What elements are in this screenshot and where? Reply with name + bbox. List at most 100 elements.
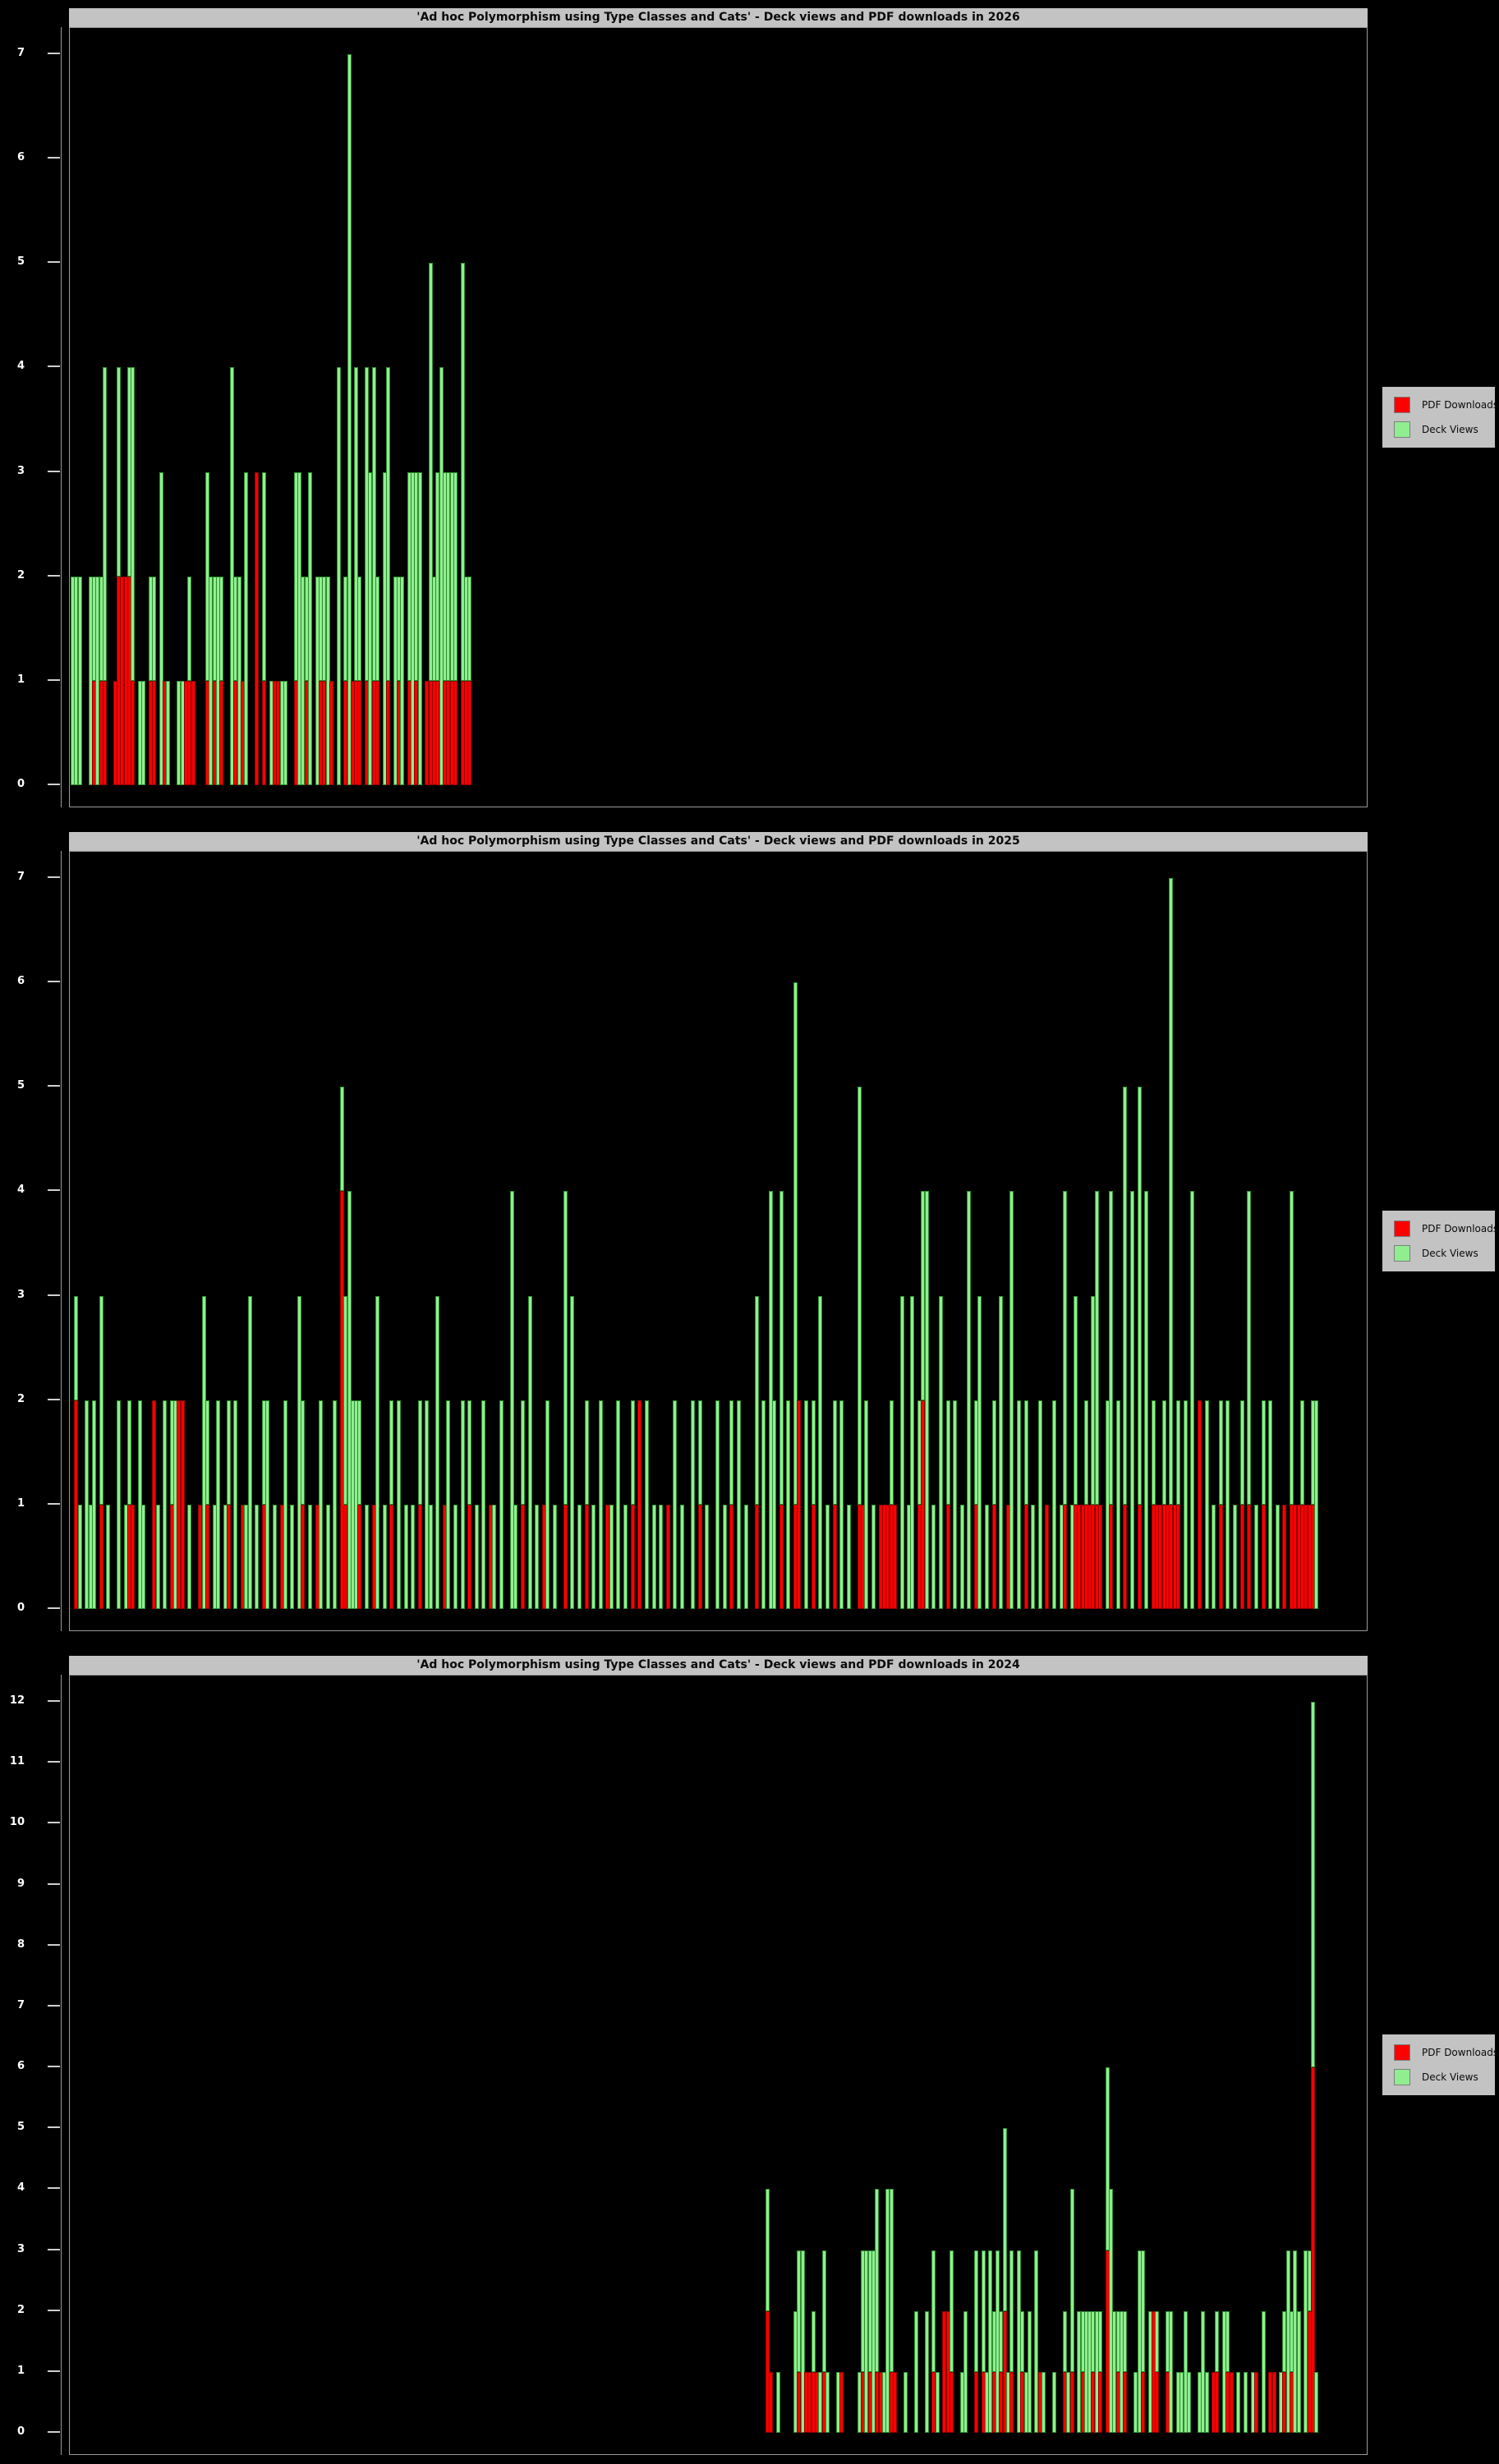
bar-deck-views-segment — [1140, 2250, 1145, 2372]
bar-deck-views-segment — [77, 576, 82, 785]
chart-title-band: 'Ad hoc Polymorphism using Type Classes … — [69, 1656, 1368, 1675]
bar-deck-views-segment — [623, 1504, 628, 1609]
bar-deck-views-segment — [1268, 1400, 1273, 1609]
bar-deck-views-segment — [375, 1295, 380, 1609]
bar-deck-views-segment — [754, 1295, 759, 1505]
bar-deck-views-segment — [1253, 1504, 1258, 1609]
bar-deck-views-segment — [1137, 1087, 1142, 1505]
bar-deck-views-segment — [1183, 2310, 1188, 2433]
bar-deck-views-segment — [821, 2250, 826, 2372]
bar-deck-views-segment — [283, 1400, 287, 1609]
legend-label: Deck Views — [1422, 1248, 1478, 1259]
bar-deck-views-segment — [1290, 1191, 1294, 1505]
bar-pdf-downloads-segment — [99, 1504, 103, 1609]
y-tick-mark — [48, 574, 60, 577]
y-tick-mark — [48, 784, 60, 785]
y-axis-line — [61, 1675, 62, 2455]
bar-deck-views-segment — [117, 1400, 122, 1609]
bar-deck-views-segment — [609, 1504, 614, 1609]
bar-deck-views-segment — [428, 263, 433, 681]
bar-pdf-downloads-segment — [811, 1504, 816, 1609]
bar-deck-views-segment — [1016, 1400, 1021, 1609]
bar-deck-views-segment — [864, 1400, 869, 1609]
bar-deck-views-segment — [1151, 1400, 1156, 1505]
bar-deck-views-segment — [818, 1295, 823, 1609]
bar-deck-views-segment — [846, 1504, 851, 1609]
bar-deck-views-segment — [1023, 1400, 1028, 1505]
y-tick-mark — [48, 1761, 60, 1763]
bar-deck-views-segment — [261, 471, 266, 681]
bar-pdf-downloads-segment — [1098, 1504, 1103, 1609]
bar-pdf-downloads-segment — [1137, 1504, 1142, 1609]
bar-deck-views-segment — [811, 1400, 816, 1505]
bar-deck-views-segment — [1215, 2310, 1220, 2372]
legend: PDF Downloads Deck Views — [1382, 1211, 1498, 1271]
bar-pdf-downloads-segment — [226, 1504, 231, 1609]
plot-area — [69, 1675, 1368, 2455]
y-tick-mark — [48, 157, 60, 159]
bar-pdf-downloads-segment — [768, 2371, 773, 2433]
y-tick-label: 2 — [16, 568, 25, 582]
bar-deck-views-segment — [1069, 2189, 1074, 2372]
bar-deck-views-segment — [1002, 2128, 1007, 2311]
bar-deck-views-segment — [467, 576, 472, 681]
bar-deck-views-segment — [903, 2371, 908, 2433]
bar-deck-views-segment — [1176, 1400, 1181, 1505]
bar-deck-views-segment — [1225, 1400, 1230, 1609]
bar-pdf-downloads-segment — [839, 2371, 844, 2433]
bar-deck-views-segment — [460, 1400, 465, 1609]
bar-pdf-downloads-segment — [102, 680, 107, 785]
bar-pdf-downloads-segment — [467, 1504, 472, 1609]
bar-pdf-downloads-segment — [357, 1504, 362, 1609]
bar-deck-views-segment — [570, 1295, 575, 1609]
bar-deck-views-segment — [509, 1191, 514, 1609]
y-tick-label: 1 — [16, 1496, 25, 1510]
bar-pdf-downloads-segment — [180, 1400, 185, 1609]
bar-deck-views-segment — [591, 1504, 596, 1609]
y-tick-mark — [48, 876, 60, 878]
bar-pdf-downloads-segment — [205, 1504, 209, 1609]
bar-deck-views-segment — [775, 2371, 780, 2433]
y-tick-mark — [48, 678, 60, 681]
bar-deck-views-segment — [233, 1400, 238, 1609]
bar-pdf-downloads-segment — [467, 680, 472, 785]
bar-deck-views-segment — [616, 1400, 621, 1609]
bar-deck-views-segment — [598, 1400, 603, 1609]
bar-pdf-downloads-segment — [630, 1504, 635, 1609]
deck-views-swatch-icon — [1394, 421, 1410, 438]
bar-pdf-downloads-segment — [1261, 1504, 1266, 1609]
bar-deck-views-segment — [1190, 1191, 1195, 1609]
legend-label: PDF Downloads — [1422, 2047, 1499, 2058]
bar-deck-views-segment — [308, 471, 313, 785]
bar-deck-views-segment — [400, 576, 405, 785]
y-tick-mark — [48, 1189, 60, 1192]
bar-deck-views-segment — [931, 1504, 936, 1609]
deck-views-swatch-icon — [1394, 2069, 1410, 2085]
legend-label: Deck Views — [1422, 424, 1478, 435]
bar-pdf-downloads-segment — [1023, 1504, 1028, 1609]
bar-pdf-downloads-segment — [1229, 2371, 1234, 2433]
chart-title: 'Ad hoc Polymorphism using Type Classes … — [416, 834, 1020, 848]
bar-pdf-downloads-segment — [1140, 2371, 1145, 2433]
bar-deck-views-segment — [333, 1400, 338, 1609]
bar-deck-views-segment — [283, 680, 287, 785]
bar-deck-views-segment — [357, 576, 362, 681]
y-tick-mark — [48, 53, 60, 54]
bar-deck-views-segment — [630, 1400, 635, 1505]
bar-deck-views-segment — [499, 1400, 504, 1609]
bar-deck-views-segment — [1083, 1400, 1088, 1505]
bar-pdf-downloads-segment — [152, 680, 157, 785]
bar-deck-views-segment — [102, 367, 107, 681]
bar-deck-views-segment — [1225, 2310, 1230, 2372]
bar-deck-views-segment — [804, 1400, 809, 1609]
bar-pdf-downloads-segment — [1155, 2371, 1160, 2433]
pdf-downloads-swatch-icon — [1394, 1221, 1410, 1237]
bar-pdf-downloads-segment — [1062, 1504, 1067, 1609]
y-tick-label: 4 — [16, 1184, 25, 1197]
bar-deck-views-segment — [417, 1400, 422, 1505]
y-tick-label: 5 — [16, 1079, 25, 1092]
y-tick-mark — [48, 1607, 60, 1609]
bar-deck-views-segment — [825, 2371, 830, 2433]
y-tick-mark — [48, 365, 60, 368]
bar-deck-views-segment — [1052, 2371, 1057, 2433]
